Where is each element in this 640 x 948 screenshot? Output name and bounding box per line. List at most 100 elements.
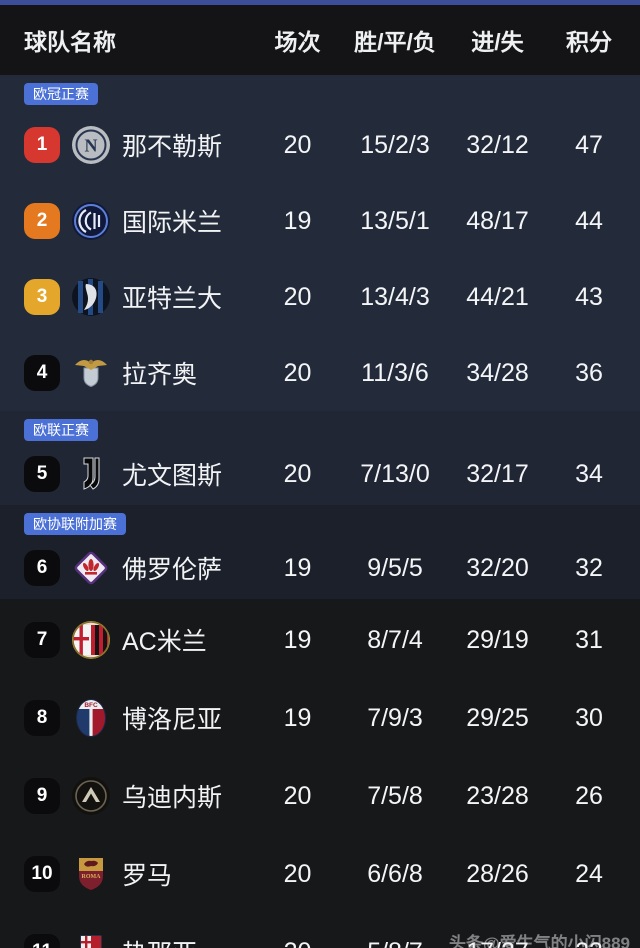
matches-played: 20 — [250, 938, 345, 948]
points: 47 — [575, 130, 603, 159]
goals-for-against: 32/17 — [466, 459, 529, 488]
column-header-team: 球队名称 — [24, 29, 116, 55]
goals-for-against: 44/21 — [466, 282, 529, 311]
matches-played: 20 — [283, 130, 312, 159]
matches-played: 19 — [283, 625, 312, 654]
udinese-logo-icon — [71, 776, 111, 816]
table-row[interactable]: 7 AC米兰 19 8/7/4 29/19 31 — [0, 601, 640, 679]
column-header-wdl: 胜/平/负 — [354, 29, 436, 55]
league-section-2: 欧协联附加赛 6 佛罗伦萨 19 9/5/5 32/20 32 — [0, 505, 640, 599]
table-row[interactable]: 4 拉齐奥 20 11/3/6 34/28 36 — [0, 335, 640, 411]
win-draw-loss: 6/6/8 — [367, 859, 423, 888]
win-draw-loss: 7/5/8 — [367, 781, 423, 810]
table-row[interactable]: 1 N 那不勒斯 20 15/2/3 32/12 47 — [0, 107, 640, 183]
points: 43 — [575, 282, 603, 311]
svg-text:ROMA: ROMA — [82, 874, 102, 880]
team-name: 亚特兰大 — [122, 285, 223, 313]
team-name: 佛罗伦萨 — [122, 556, 223, 584]
matches-played: 19 — [283, 553, 312, 582]
team-name: 那不勒斯 — [122, 133, 223, 161]
matches-played: 20 — [283, 282, 312, 311]
column-header-points: 积分 — [566, 29, 612, 55]
team-cell: 6 佛罗伦萨 — [24, 548, 250, 588]
win-draw-loss: 13/5/1 — [360, 206, 430, 235]
table-row[interactable]: 11 热那亚 205/8/717/2723 — [0, 913, 640, 948]
matches-played: 20 — [283, 358, 312, 387]
win-draw-loss: 5/8/7 — [345, 938, 445, 948]
table-row[interactable]: 6 佛罗伦萨 19 9/5/5 32/20 32 — [0, 537, 640, 599]
team-name: 热那亚 — [122, 934, 197, 948]
team-name: 乌迪内斯 — [122, 784, 223, 812]
table-row[interactable]: 3 亚特兰大 20 13/4/3 44/21 43 — [0, 259, 640, 335]
team-cell: 3 亚特兰大 — [24, 277, 250, 317]
genoa-logo-icon — [71, 932, 111, 948]
atalanta-logo-icon — [71, 277, 111, 317]
points: 23 — [550, 938, 628, 948]
goals-for-against: 48/17 — [466, 206, 529, 235]
rank-badge: 10 — [24, 856, 60, 892]
watermark: 头条@爱生气的小闪889 — [449, 934, 630, 948]
matches-played: 20 — [283, 859, 312, 888]
qualification-badge: 欧冠正赛 — [24, 83, 98, 105]
league-section-3: 7 AC米兰 19 8/7/4 29/19 31 8 BFC 博洛尼亚 19 7/9/3 29/25 3… — [0, 599, 640, 948]
points: 44 — [575, 206, 603, 235]
column-header-matches: 场次 — [274, 29, 321, 55]
table-row[interactable]: 10 ROMA 罗马 20 6/6/8 28/26 24 — [0, 835, 640, 913]
rank-badge: 9 — [24, 778, 60, 814]
league-section-0: 欧冠正赛 1 N 那不勒斯 20 15/2/3 32/12 47 2 国际米兰 19 13/5/1 48… — [0, 75, 640, 411]
bologna-logo-icon: BFC — [71, 698, 111, 738]
rank-badge: 8 — [24, 700, 60, 736]
svg-text:BFC: BFC — [84, 702, 98, 709]
table-header-row: 球队名称 场次 胜/平/负 进/失 积分 — [0, 5, 640, 75]
team-name: 国际米兰 — [122, 209, 223, 237]
rank-badge: 11 — [24, 934, 60, 948]
qualification-badge: 欧联正赛 — [24, 419, 98, 441]
roma-logo-icon: ROMA — [71, 854, 111, 894]
goals-for-against: 17/27 — [445, 938, 550, 948]
team-name: 尤文图斯 — [122, 462, 223, 490]
rank-badge: 3 — [24, 279, 60, 315]
svg-text:N: N — [85, 136, 98, 156]
rank-badge: 4 — [24, 355, 60, 391]
goals-for-against: 28/26 — [466, 859, 529, 888]
juventus-logo-icon — [71, 454, 111, 494]
win-draw-loss: 15/2/3 — [360, 130, 430, 159]
team-cell: 1 N 那不勒斯 — [24, 125, 250, 165]
points: 34 — [575, 459, 603, 488]
matches-played: 19 — [283, 206, 312, 235]
table-row[interactable]: 9 乌迪内斯 20 7/5/8 23/28 26 — [0, 757, 640, 835]
team-cell: 4 拉齐奥 — [24, 353, 250, 393]
win-draw-loss: 11/3/6 — [361, 358, 429, 387]
team-cell: 8 BFC 博洛尼亚 — [24, 698, 250, 738]
table-row[interactable]: 2 国际米兰 19 13/5/1 48/17 44 — [0, 183, 640, 259]
napoli-logo-icon: N — [71, 125, 111, 165]
win-draw-loss: 9/5/5 — [367, 553, 423, 582]
team-name: AC米兰 — [122, 628, 207, 656]
goals-for-against: 29/19 — [466, 625, 529, 654]
column-header-goals: 进/失 — [471, 29, 524, 55]
milan-logo-icon — [71, 620, 111, 660]
points: 24 — [575, 859, 603, 888]
qualification-badge: 欧协联附加赛 — [24, 513, 126, 535]
table-row[interactable]: 8 BFC 博洛尼亚 19 7/9/3 29/25 30 — [0, 679, 640, 757]
team-cell: 5 尤文图斯 — [24, 454, 250, 494]
table-row[interactable]: 5 尤文图斯 20 7/13/0 32/17 34 — [0, 443, 640, 505]
points: 31 — [575, 625, 603, 654]
win-draw-loss: 7/13/0 — [360, 459, 430, 488]
points: 32 — [575, 553, 603, 582]
matches-played: 20 — [283, 459, 312, 488]
lazio-logo-icon — [71, 353, 111, 393]
inter-logo-icon — [71, 201, 111, 241]
rank-badge: 2 — [24, 203, 60, 239]
top-accent-bar — [0, 0, 640, 5]
points: 36 — [575, 358, 603, 387]
goals-for-against: 23/28 — [466, 781, 529, 810]
points: 26 — [575, 781, 603, 810]
team-name: 拉齐奥 — [122, 361, 198, 389]
team-cell: 9 乌迪内斯 — [24, 776, 250, 816]
win-draw-loss: 8/7/4 — [367, 625, 423, 654]
win-draw-loss: 7/9/3 — [367, 703, 423, 732]
rank-badge: 1 — [24, 127, 60, 163]
table-body: 欧冠正赛 1 N 那不勒斯 20 15/2/3 32/12 47 2 国际米兰 19 13/5/1 48… — [0, 75, 640, 948]
rank-badge: 7 — [24, 622, 60, 658]
